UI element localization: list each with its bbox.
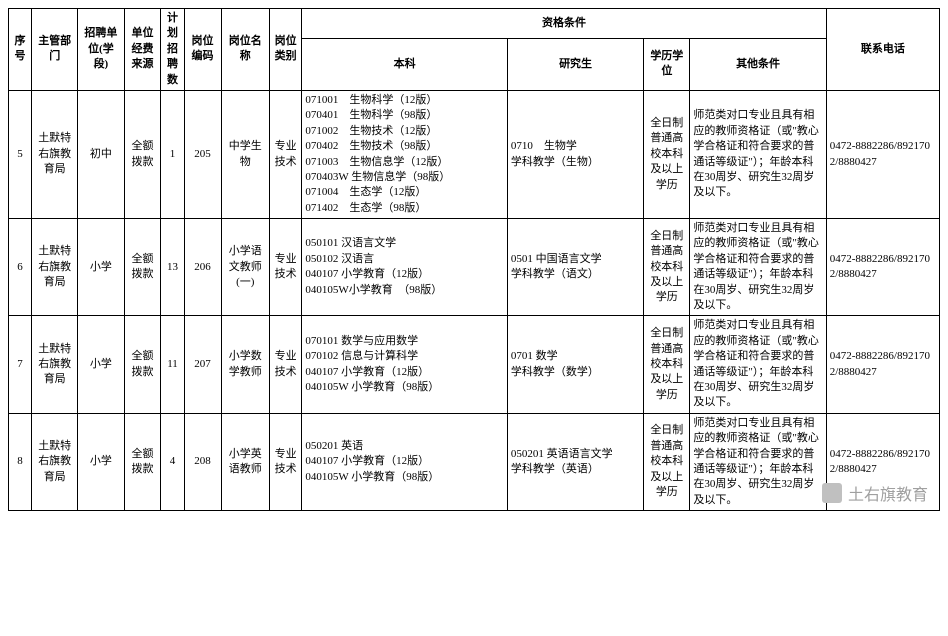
cell-code: 205	[184, 90, 221, 218]
cell-dept: 土默特右旗教育局	[32, 413, 78, 510]
hdr-dept: 主管部门	[32, 9, 78, 91]
cell-unit: 小学	[78, 413, 124, 510]
hdr-edu: 学历学位	[644, 38, 690, 90]
cell-count: 1	[161, 90, 184, 218]
table-body: 5土默特右旗教育局初中全额拨款1205中学生物专业技术071001 生物科学（1…	[9, 90, 940, 510]
cell-other: 师范类对口专业且具有相应的教师资格证（或"教心学合格证和符合要求的普通话等级证"…	[690, 90, 826, 218]
hdr-undergrad: 本科	[302, 38, 508, 90]
cell-seq: 6	[9, 219, 32, 316]
cell-undergrad: 071001 生物科学（12版）070401 生物科学（98版）071002 生…	[302, 90, 508, 218]
watermark: 土右旗教育	[822, 481, 928, 505]
watermark-text: 土右旗教育	[848, 481, 928, 505]
cell-name: 小学数学教师	[221, 316, 270, 413]
cell-count: 13	[161, 219, 184, 316]
cell-type: 专业技术	[270, 90, 302, 218]
cell-name: 小学英语教师	[221, 413, 270, 510]
cell-phone: 0472-8882286/8921702/8880427	[826, 90, 939, 218]
hdr-grad: 研究生	[507, 38, 643, 90]
cell-edu: 全日制普通高校本科及以上学历	[644, 413, 690, 510]
cell-unit: 小学	[78, 219, 124, 316]
table-row: 5土默特右旗教育局初中全额拨款1205中学生物专业技术071001 生物科学（1…	[9, 90, 940, 218]
table-header: 序号 主管部门 招聘单位(学段) 单位经费来源 计划招聘数 岗位编码 岗位名称 …	[9, 9, 940, 91]
cell-fund: 全额拨款	[124, 219, 161, 316]
cell-unit: 初中	[78, 90, 124, 218]
table-row: 8土默特右旗教育局小学全额拨款4208小学英语教师专业技术050201 英语04…	[9, 413, 940, 510]
wechat-icon	[822, 483, 842, 503]
cell-count: 4	[161, 413, 184, 510]
cell-seq: 5	[9, 90, 32, 218]
hdr-phone: 联系电话	[826, 9, 939, 91]
cell-phone: 0472-8882286/8921702/8880427	[826, 316, 939, 413]
recruitment-table: 序号 主管部门 招聘单位(学段) 单位经费来源 计划招聘数 岗位编码 岗位名称 …	[8, 8, 940, 511]
cell-edu: 全日制普通高校本科及以上学历	[644, 90, 690, 218]
cell-other: 师范类对口专业且具有相应的教师资格证（或"教心学合格证和符合要求的普通话等级证"…	[690, 413, 826, 510]
cell-seq: 7	[9, 316, 32, 413]
cell-seq: 8	[9, 413, 32, 510]
cell-type: 专业技术	[270, 219, 302, 316]
cell-code: 207	[184, 316, 221, 413]
cell-grad: 0710 生物学学科教学（生物）	[507, 90, 643, 218]
cell-other: 师范类对口专业且具有相应的教师资格证（或"教心学合格证和符合要求的普通话等级证"…	[690, 316, 826, 413]
cell-fund: 全额拨款	[124, 316, 161, 413]
hdr-fund: 单位经费来源	[124, 9, 161, 91]
cell-unit: 小学	[78, 316, 124, 413]
cell-phone: 0472-8882286/8921702/8880427	[826, 219, 939, 316]
cell-other: 师范类对口专业且具有相应的教师资格证（或"教心学合格证和符合要求的普通话等级证"…	[690, 219, 826, 316]
cell-undergrad: 070101 数学与应用数学070102 信息与计算科学040107 小学教育（…	[302, 316, 508, 413]
hdr-name: 岗位名称	[221, 9, 270, 91]
cell-dept: 土默特右旗教育局	[32, 316, 78, 413]
hdr-code: 岗位编码	[184, 9, 221, 91]
hdr-qual-group: 资格条件	[302, 9, 826, 39]
cell-count: 11	[161, 316, 184, 413]
hdr-seq: 序号	[9, 9, 32, 91]
cell-fund: 全额拨款	[124, 90, 161, 218]
cell-edu: 全日制普通高校本科及以上学历	[644, 316, 690, 413]
cell-undergrad: 050101 汉语言文学050102 汉语言040107 小学教育（12版）04…	[302, 219, 508, 316]
cell-code: 208	[184, 413, 221, 510]
cell-grad: 0701 数学学科教学（数学）	[507, 316, 643, 413]
cell-edu: 全日制普通高校本科及以上学历	[644, 219, 690, 316]
table-row: 7土默特右旗教育局小学全额拨款11207小学数学教师专业技术070101 数学与…	[9, 316, 940, 413]
cell-grad: 0501 中国语言文学学科教学（语文）	[507, 219, 643, 316]
hdr-unit: 招聘单位(学段)	[78, 9, 124, 91]
cell-dept: 土默特右旗教育局	[32, 90, 78, 218]
cell-name: 小学语文教师(一)	[221, 219, 270, 316]
cell-undergrad: 050201 英语040107 小学教育（12版）040105W 小学教育（98…	[302, 413, 508, 510]
cell-name: 中学生物	[221, 90, 270, 218]
cell-grad: 050201 英语语言文学学科教学（英语）	[507, 413, 643, 510]
cell-type: 专业技术	[270, 316, 302, 413]
cell-code: 206	[184, 219, 221, 316]
hdr-other: 其他条件	[690, 38, 826, 90]
hdr-type: 岗位类别	[270, 9, 302, 91]
cell-type: 专业技术	[270, 413, 302, 510]
cell-fund: 全额拨款	[124, 413, 161, 510]
cell-dept: 土默特右旗教育局	[32, 219, 78, 316]
table-row: 6土默特右旗教育局小学全额拨款13206小学语文教师(一)专业技术050101 …	[9, 219, 940, 316]
hdr-count: 计划招聘数	[161, 9, 184, 91]
